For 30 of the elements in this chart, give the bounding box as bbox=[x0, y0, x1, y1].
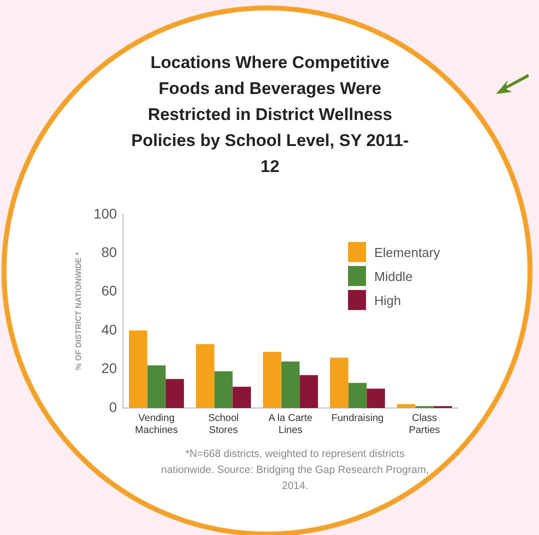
y-axis-title: % OF DISTRICT NATIONWIDE * bbox=[74, 251, 84, 370]
x-tick-label: Fundraising bbox=[331, 412, 384, 424]
y-tick-label: 20 bbox=[101, 360, 118, 376]
legend-label: Elementary bbox=[374, 244, 440, 260]
text: *N=668 districts, weighted to represent districts nationwide. Source: Bridging the Gap Research Program, 2014. bbox=[160, 447, 430, 494]
y-tick-label: 60 bbox=[101, 282, 118, 299]
bar bbox=[147, 365, 166, 408]
bar bbox=[196, 344, 214, 408]
bar bbox=[166, 378, 184, 408]
bar bbox=[128, 330, 148, 408]
x-tick-label: School Stores bbox=[208, 412, 239, 436]
legend-label: Middle bbox=[374, 268, 413, 284]
bar bbox=[300, 375, 318, 408]
bar bbox=[330, 358, 348, 408]
bar bbox=[214, 371, 233, 408]
x-tick-label: A la Carte Lines bbox=[268, 412, 313, 436]
bar bbox=[263, 352, 282, 408]
chart-title: Locations Where Competitive Foods and Beverages Were Restricted in District Wellness Policies by School Level, SY 2011-12 bbox=[130, 52, 410, 178]
bar bbox=[281, 362, 300, 408]
x-tick-label: Class Parties bbox=[408, 412, 440, 436]
y-tick-label: 100 bbox=[94, 205, 118, 222]
bar bbox=[366, 388, 385, 408]
y-tick-label: 40 bbox=[101, 321, 118, 338]
x-tick-label: Vending Machines bbox=[135, 412, 178, 436]
y-tick-label: 80 bbox=[101, 244, 118, 260]
bar bbox=[397, 404, 416, 408]
legend-label: High bbox=[374, 292, 401, 308]
bar bbox=[348, 382, 367, 408]
bar bbox=[232, 386, 251, 408]
y-tick-label: 0 bbox=[109, 398, 118, 415]
